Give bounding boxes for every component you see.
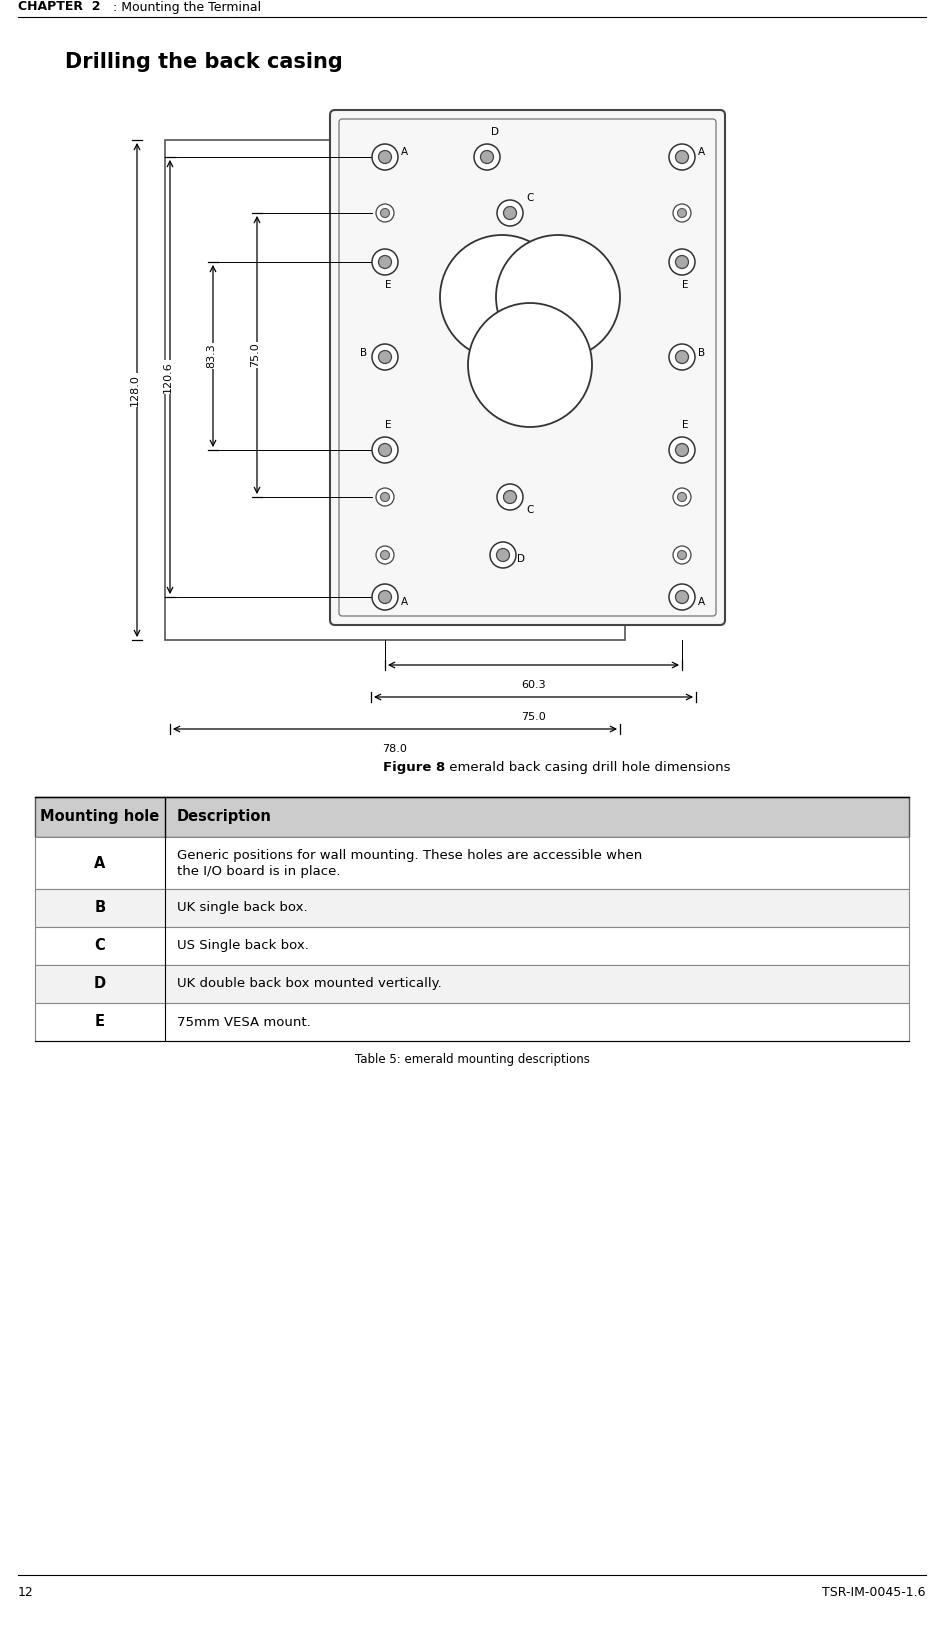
Circle shape — [669, 145, 695, 171]
Text: 128.0: 128.0 — [130, 374, 140, 406]
Circle shape — [497, 549, 510, 562]
Text: 75.0: 75.0 — [250, 343, 260, 367]
Bar — [165, 140, 625, 640]
Circle shape — [503, 491, 516, 504]
Bar — [35, 796, 909, 837]
Text: 78.0: 78.0 — [382, 744, 408, 754]
Text: E: E — [682, 419, 688, 431]
Text: 75mm VESA mount.: 75mm VESA mount. — [177, 1016, 311, 1029]
Circle shape — [669, 344, 695, 370]
Text: TSR-IM-0045-1.6: TSR-IM-0045-1.6 — [822, 1586, 926, 1599]
Bar — [35, 965, 909, 1003]
Circle shape — [676, 151, 688, 164]
Circle shape — [503, 206, 516, 219]
Circle shape — [474, 145, 500, 171]
Text: 12: 12 — [18, 1586, 34, 1599]
Text: the I/O board is in place.: the I/O board is in place. — [177, 864, 341, 878]
Circle shape — [490, 543, 516, 569]
Circle shape — [379, 351, 392, 364]
Text: A: A — [698, 146, 705, 158]
Bar — [35, 837, 909, 889]
Text: A: A — [401, 146, 408, 158]
Circle shape — [480, 151, 494, 164]
Text: US Single back box.: US Single back box. — [177, 939, 309, 952]
Circle shape — [440, 236, 564, 359]
Text: E: E — [385, 419, 391, 431]
Text: A: A — [698, 596, 705, 608]
Circle shape — [496, 236, 620, 359]
Bar — [35, 889, 909, 926]
Text: CHAPTER  2: CHAPTER 2 — [18, 0, 100, 13]
Circle shape — [673, 205, 691, 223]
Text: A: A — [401, 596, 408, 608]
Text: 83.3: 83.3 — [206, 343, 216, 369]
Text: emerald back casing drill hole dimensions: emerald back casing drill hole dimension… — [445, 760, 731, 773]
Text: 75.0: 75.0 — [521, 712, 546, 722]
Text: : Mounting the Terminal: : Mounting the Terminal — [109, 0, 261, 13]
Bar — [35, 926, 909, 965]
Circle shape — [380, 551, 390, 559]
Circle shape — [379, 151, 392, 164]
Text: 120.6: 120.6 — [163, 361, 173, 393]
Text: D: D — [517, 554, 525, 564]
Circle shape — [379, 255, 392, 268]
FancyBboxPatch shape — [330, 111, 725, 626]
Text: E: E — [682, 280, 688, 289]
Circle shape — [380, 492, 390, 502]
Circle shape — [380, 208, 390, 218]
Text: Mounting hole: Mounting hole — [41, 809, 160, 824]
Circle shape — [669, 437, 695, 463]
Circle shape — [676, 444, 688, 457]
Circle shape — [497, 484, 523, 510]
Text: C: C — [526, 505, 533, 515]
Circle shape — [669, 583, 695, 609]
Circle shape — [372, 583, 398, 609]
Text: UK single back box.: UK single back box. — [177, 902, 308, 915]
Circle shape — [676, 590, 688, 603]
Text: C: C — [94, 939, 106, 954]
Circle shape — [379, 444, 392, 457]
Text: A: A — [94, 855, 106, 871]
Circle shape — [379, 590, 392, 603]
Text: D: D — [491, 127, 499, 136]
Circle shape — [676, 255, 688, 268]
Circle shape — [376, 488, 394, 505]
Text: 60.3: 60.3 — [521, 679, 546, 691]
Circle shape — [372, 344, 398, 370]
Text: D: D — [94, 977, 106, 991]
Text: E: E — [95, 1014, 105, 1030]
Text: B: B — [360, 348, 367, 358]
Circle shape — [673, 546, 691, 564]
Text: E: E — [385, 280, 391, 289]
Circle shape — [372, 249, 398, 275]
Circle shape — [669, 249, 695, 275]
Text: Figure 8: Figure 8 — [382, 760, 445, 773]
Text: Description: Description — [177, 809, 272, 824]
Circle shape — [376, 546, 394, 564]
Text: Drilling the back casing: Drilling the back casing — [65, 52, 343, 72]
Circle shape — [376, 205, 394, 223]
Circle shape — [372, 145, 398, 171]
Text: UK double back box mounted vertically.: UK double back box mounted vertically. — [177, 978, 442, 991]
Bar — [35, 1003, 909, 1042]
Circle shape — [676, 351, 688, 364]
Circle shape — [678, 208, 686, 218]
Text: B: B — [698, 348, 705, 358]
Circle shape — [497, 200, 523, 226]
Circle shape — [678, 492, 686, 502]
Text: Table 5: emerald mounting descriptions: Table 5: emerald mounting descriptions — [355, 1053, 589, 1066]
Circle shape — [468, 302, 592, 427]
Text: Generic positions for wall mounting. These holes are accessible when: Generic positions for wall mounting. The… — [177, 848, 642, 861]
Circle shape — [372, 437, 398, 463]
Text: B: B — [94, 900, 106, 915]
Circle shape — [673, 488, 691, 505]
Text: C: C — [526, 193, 533, 203]
Circle shape — [678, 551, 686, 559]
